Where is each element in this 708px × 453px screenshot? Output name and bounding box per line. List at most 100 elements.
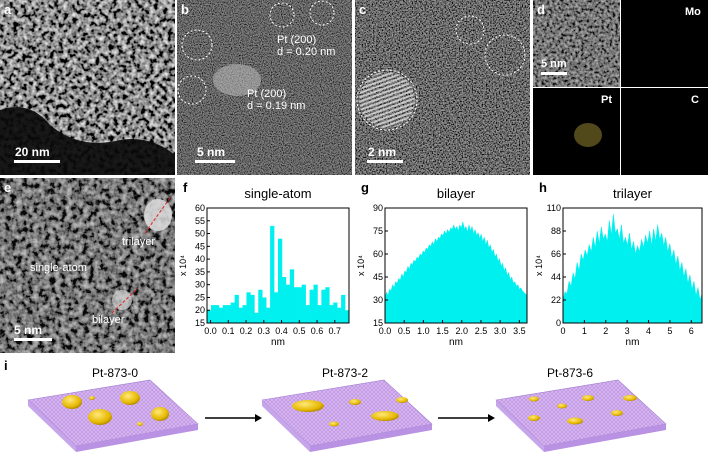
chart-f-bar-2	[214, 305, 220, 323]
chart-f-bar-28	[317, 305, 322, 323]
chart-f-ytick-label-8: 55	[195, 216, 205, 226]
chart-g-xtick-label-1: 0.5	[398, 326, 411, 336]
stage-label-0: Pt-873-0	[91, 366, 139, 380]
panel-e-tag-single-atom: single-atom	[30, 262, 87, 274]
pt-particles-stage-2	[292, 397, 408, 427]
chart-f-ytick-label-0: 15	[195, 318, 205, 328]
chart-g-xlabel: nm	[449, 337, 463, 348]
chart-f-bar-34	[341, 294, 346, 323]
chart-f-bar-32	[333, 302, 338, 323]
chart-f-bar-11	[250, 294, 255, 323]
pt-particles-stage-6	[528, 395, 637, 425]
stage-label-1: Pt-873-2	[321, 366, 369, 380]
panel-d-eds-maps: d Mo Pt C 5 nm	[533, 0, 708, 175]
chart-f-bar-17	[274, 292, 279, 323]
chart-f-ytick-label-7: 50	[195, 229, 205, 239]
chart-h-xtick-label-2: 2	[603, 326, 608, 336]
chart-f-ytick-label-3: 30	[195, 280, 205, 290]
panel-b-annotation-2-plane: Pt (200)	[247, 88, 287, 100]
panel-g-label: g	[361, 180, 369, 195]
substrate-slab-2	[261, 379, 433, 452]
chart-h-xtick-label-5: 5	[667, 326, 672, 336]
chart-h-ytick-label-0: 0	[556, 318, 561, 328]
chart-g-xtick-label-0: 0.0	[379, 326, 392, 336]
panel-a-scalebar	[14, 160, 60, 163]
chart-h-xtick-label-1: 1	[582, 326, 587, 336]
panel-e-tag-bilayer: bilayer	[92, 314, 125, 326]
chart-f-ytick-label-9: 60	[195, 203, 205, 213]
panel-b-annotation-1-plane: Pt (200)	[277, 34, 317, 46]
chart-f-xtick-label-7: 0.7	[329, 326, 342, 336]
chart-g-xtick-label-4: 2.0	[455, 326, 468, 336]
chart-f-bar-14	[262, 297, 267, 323]
panel-b-hrtem-image: b Pt (200) d = 0.20 nm Pt (200) d = 0.19…	[177, 0, 352, 175]
panel-c-hrtem-image: c 2 nm	[355, 0, 530, 175]
chart-g-xtick-label-5: 2.5	[475, 326, 488, 336]
chart-f-svg: single-atom 15 20 25 30 35 40 45 50 55 60 0.0 0.1 0.2…	[178, 186, 350, 348]
chart-g-title: bilayer	[437, 186, 476, 201]
panel-g-chart: g bilayer 15 30 45 60 75 90 0.0 0.5 1.0 1.5 2.0 2.5 3…	[355, 178, 533, 353]
chart-f-bar-23	[297, 287, 302, 323]
chart-h-ytick-label-2: 44	[551, 272, 561, 282]
chart-f-bar-31	[329, 305, 334, 323]
arrow-0-to-2	[205, 414, 262, 422]
chart-f-ytick-label-5: 40	[195, 254, 205, 264]
chart-h-ytick-label-4: 88	[551, 226, 561, 236]
chart-f-bar-22	[293, 287, 299, 323]
chart-g-xtick-label-3: 1.5	[436, 326, 449, 336]
chart-g-xtick-label-7: 3.5	[513, 326, 526, 336]
substrate-slab-3	[495, 379, 667, 452]
chart-f-bar-33	[337, 307, 342, 323]
panel-d-label: d	[537, 2, 545, 17]
panel-d-scalebar	[541, 72, 567, 75]
panel-b-micrograph	[177, 0, 352, 175]
chart-f-xtick-label-5: 0.5	[293, 326, 306, 336]
chart-f-bar-35	[345, 310, 350, 323]
chart-f-bar-10	[246, 292, 251, 323]
panel-d-scalebar-label: 5 nm	[541, 58, 567, 70]
chart-h-xtick-label-6: 6	[689, 326, 694, 336]
chart-f-bar-1	[210, 305, 216, 323]
chart-g-ytick-label-4: 75	[373, 226, 383, 236]
chart-f-bar-3	[218, 307, 224, 323]
panel-e-stem-image: e trilayer single-atom bilayer 5 nm	[0, 178, 175, 353]
panel-b-scalebar	[195, 160, 235, 163]
panel-i-label: i	[4, 358, 8, 373]
stage-label-2: Pt-873-6	[546, 366, 594, 380]
panel-d-element-pt: Pt	[601, 94, 612, 106]
chart-h-xtick-label-4: 4	[646, 326, 651, 336]
chart-f-bar-20	[285, 284, 291, 323]
panel-a-label: a	[4, 2, 12, 17]
chart-f-bar-19	[281, 277, 287, 323]
chart-f-bar-7	[234, 294, 239, 323]
panel-f-chart: f single-atom 15 20 25 30 35 40 45 50 55 60 0.0 0.1 0…	[177, 178, 355, 353]
panel-h-label: h	[539, 180, 547, 195]
panel-f-label: f	[183, 180, 188, 195]
panel-c-scalebar	[367, 160, 403, 163]
chart-g-xtick-label-6: 3.0	[494, 326, 507, 336]
chart-g-svg: bilayer 15 30 45 60 75 90 0.0 0.5 1.0 1.5 2.0 2.5 3.0…	[356, 186, 528, 348]
pt-particles-stage-0	[62, 391, 169, 426]
chart-g-ytick-label-1: 30	[373, 295, 383, 305]
chart-h-xlabel: nm	[626, 337, 640, 348]
chart-f-ytick-label-4: 35	[195, 267, 205, 277]
panel-b-annotation-2-spacing: d = 0.19 nm	[247, 100, 306, 112]
chart-h-xtick-label-3: 3	[625, 326, 630, 336]
chart-h-frame	[562, 207, 703, 324]
schematic-drawing	[27, 379, 667, 452]
panel-c-scalebar-label: 2 nm	[368, 145, 397, 159]
chart-h-xtick-label-0: 0	[560, 326, 565, 336]
chart-f-bar-16	[270, 225, 275, 323]
panel-a-micrograph	[0, 0, 175, 175]
chart-f-bar-15	[266, 307, 271, 323]
chart-f-frame	[206, 207, 350, 324]
chart-f-bar-12	[254, 312, 259, 323]
panel-a-scalebar-label: 20 nm	[15, 145, 50, 159]
chart-g-xtick-label-2: 1.0	[417, 326, 430, 336]
chart-f-ytick-label-6: 45	[195, 241, 205, 251]
substrate-slab-1	[27, 379, 199, 452]
chart-g-ylabel: x 10⁴	[356, 255, 366, 276]
chart-f-ytick-label-2: 25	[195, 292, 205, 302]
panel-d-element-mo: Mo	[685, 6, 701, 18]
chart-h-ylabel: x 10⁴	[534, 255, 544, 276]
